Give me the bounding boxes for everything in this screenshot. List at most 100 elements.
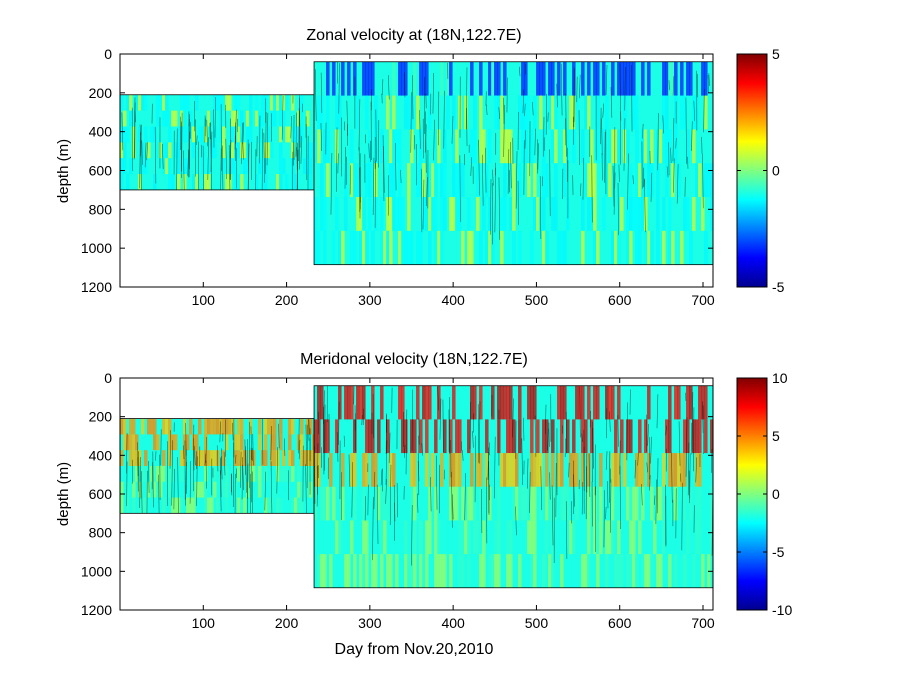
field-cell (440, 197, 444, 231)
field-cell (213, 450, 217, 466)
field-cell (473, 96, 477, 130)
meridional-chart-title: Meridonal velocity (18N,122.7E) (300, 351, 528, 368)
field-cell (300, 419, 304, 435)
field-cell (419, 231, 423, 265)
field-cell (419, 554, 423, 588)
field-cell (452, 197, 456, 231)
field-cell (494, 96, 498, 130)
field-cell (518, 554, 522, 588)
y-tick-label: 600 (89, 486, 113, 502)
field-cell (159, 95, 163, 111)
field-cell (344, 197, 348, 231)
field-cell (207, 419, 211, 435)
field-cell (398, 62, 402, 96)
field-cell (434, 231, 438, 265)
field-cell (536, 453, 540, 487)
field-cell (701, 197, 705, 231)
field-cell (300, 111, 304, 127)
field-cell (518, 231, 522, 265)
field-cell (611, 453, 615, 487)
field-cell (156, 466, 160, 482)
field-cell (680, 231, 684, 265)
field-cell (689, 386, 693, 420)
field-cell (180, 95, 184, 111)
field-cell (470, 453, 474, 487)
field-cell (341, 62, 345, 96)
x-tick-label: 300 (358, 292, 382, 308)
field-cell (512, 231, 516, 265)
field-cell (584, 96, 588, 130)
field-cell (279, 434, 283, 450)
field-cell (183, 111, 187, 127)
field-cell (231, 158, 235, 174)
field-cell (120, 126, 124, 142)
field-cell (288, 434, 292, 450)
field-cell (165, 111, 169, 127)
field-cell (162, 111, 166, 127)
field-cell (231, 126, 235, 142)
field-cell (261, 158, 265, 174)
field-cell (309, 158, 313, 174)
x-tick-label: 400 (441, 615, 465, 631)
field-cell (335, 419, 339, 453)
field-cell (560, 386, 564, 420)
field-cell (365, 62, 369, 96)
x-axis-label: Day from Nov.20,2010 (335, 641, 494, 658)
field-cell (180, 450, 184, 466)
field-cell (123, 111, 127, 127)
field-cell (479, 231, 483, 265)
field-cell (659, 554, 663, 588)
field-cell (458, 197, 462, 231)
field-cell (662, 453, 666, 487)
field-cell (443, 163, 447, 197)
field-cell (554, 163, 558, 197)
field-cell (530, 129, 534, 163)
field-cell (171, 111, 175, 127)
colorbar-tick-label: -5 (772, 544, 785, 560)
field-cell (285, 174, 289, 190)
field-cell (461, 231, 465, 265)
field-cell (222, 450, 226, 466)
field-cell (123, 126, 127, 142)
field-cell (207, 174, 211, 190)
field-cell (138, 498, 142, 514)
field-cell (581, 386, 585, 420)
field-cell (449, 554, 453, 588)
field-cell (264, 95, 268, 111)
x-tick-label: 600 (608, 615, 632, 631)
field-cell (255, 111, 259, 127)
field-cell (294, 126, 298, 142)
field-cell (398, 197, 402, 231)
field-cell (632, 520, 636, 554)
field-cell (680, 453, 684, 487)
field-cell (677, 386, 681, 420)
field-cell (428, 231, 432, 265)
field-cell (153, 419, 157, 435)
field-cell (243, 158, 247, 174)
field-cell (434, 129, 438, 163)
field-cell (237, 466, 241, 482)
field-cell (536, 419, 540, 453)
field-cell (467, 487, 471, 521)
field-cell (539, 62, 543, 96)
field-cell (650, 129, 654, 163)
field-cell (120, 95, 124, 111)
field-cell (282, 466, 286, 482)
field-cell (695, 487, 699, 521)
field-cell (614, 487, 618, 521)
field-cell (668, 419, 672, 453)
field-cell (317, 96, 321, 130)
field-cell (647, 231, 651, 265)
field-cell (458, 453, 462, 487)
field-cell (701, 554, 705, 588)
field-cell (338, 386, 342, 420)
field-cell (326, 96, 330, 130)
field-cell (332, 231, 336, 265)
field-cell (611, 487, 615, 521)
field-cell (608, 520, 612, 554)
field-cell (461, 554, 465, 588)
field-cell (201, 450, 205, 466)
field-cell (404, 520, 408, 554)
field-cell (635, 197, 639, 231)
field-cell (353, 231, 357, 265)
